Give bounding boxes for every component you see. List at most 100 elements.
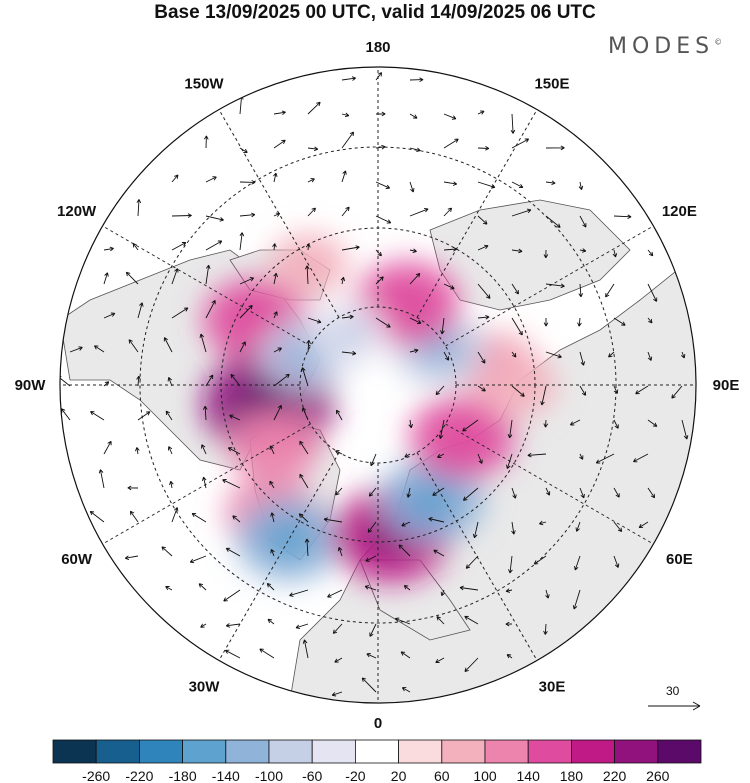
wind-arrow	[205, 374, 214, 387]
wind-arrow	[511, 351, 517, 358]
wind-arrow	[295, 623, 309, 630]
wind-arrow	[304, 538, 310, 557]
wind-arrow	[375, 276, 384, 285]
wind-arrow	[506, 654, 513, 659]
colorbar-tick--260: -260	[82, 768, 110, 783]
wind-arrow	[613, 385, 619, 394]
meridian-150	[416, 109, 538, 318]
wind-arrow	[612, 249, 618, 258]
wind-arrow	[239, 212, 256, 218]
wind-arrow	[681, 351, 686, 359]
logo-text: MODES	[608, 34, 715, 59]
wind-arrow	[477, 110, 485, 115]
wind-arrow	[613, 555, 620, 568]
wind-arrow	[579, 351, 586, 366]
wind-arrow	[334, 657, 343, 663]
wind-arrow	[204, 135, 209, 149]
wind-arrow	[327, 589, 343, 598]
wind-arrow	[613, 214, 632, 220]
wind-arrow	[400, 651, 411, 659]
wind-arrow	[103, 312, 116, 319]
wind-arrow	[239, 304, 253, 319]
wind-arrow	[335, 450, 343, 455]
colorbar-swatch-5	[268, 739, 313, 764]
wind-arrow	[635, 385, 649, 395]
wind-arrow	[409, 207, 429, 217]
wind-arrow	[575, 521, 581, 532]
wind-arrow	[375, 215, 392, 224]
wind-arrow	[477, 181, 496, 189]
colorbar: -260 -220 -180 -140 -100 -60 -20 20 60 100 140 180 2…	[52, 739, 702, 783]
wind-arrow	[272, 243, 277, 251]
colorbar-swatch-7	[354, 739, 399, 764]
wind-arrow	[443, 283, 455, 290]
wind-arrow	[301, 407, 309, 421]
wind-arrow	[332, 623, 343, 634]
colorbar-tick-180: 180	[560, 768, 584, 783]
colorbar-swatch-10	[484, 739, 529, 764]
wind-arrow	[129, 510, 139, 523]
wind-arrow	[370, 453, 377, 467]
wind-arrow	[443, 181, 458, 186]
wind-arrow	[477, 314, 490, 320]
wind-arrow	[398, 544, 411, 557]
wind-arrow	[545, 145, 565, 151]
lon-label-60E: 60E	[666, 551, 693, 568]
wind-arrow	[299, 473, 309, 489]
wind-arrow	[511, 385, 525, 397]
wind-arrow	[465, 555, 479, 569]
wind-arrow	[472, 521, 479, 539]
wind-arrow	[229, 414, 241, 421]
colorbar-swatch-0	[52, 739, 97, 764]
wind-arrow	[307, 146, 319, 152]
wind-arrow	[331, 691, 343, 697]
wind-arrow	[375, 317, 391, 328]
meridian-120	[445, 225, 654, 347]
colorbar-swatch-12	[571, 739, 616, 764]
wind-arrow	[477, 453, 483, 464]
wind-arrow	[289, 589, 309, 597]
wind-arrow	[511, 521, 516, 535]
wind-arrow	[578, 283, 584, 298]
wind-arrow	[341, 112, 350, 118]
wind-arrow	[394, 617, 411, 625]
colorbar-tick-20: 20	[391, 768, 407, 783]
wind-arrow	[543, 623, 548, 635]
lon-label-90W: 90W	[15, 377, 47, 394]
wind-arrow	[273, 311, 278, 319]
wind-arrow	[613, 487, 620, 498]
wind-arrow	[171, 307, 189, 319]
wind-arrow	[375, 181, 391, 189]
wind-arrow	[506, 453, 513, 469]
meridian-300	[102, 423, 311, 545]
wind-arrow	[608, 351, 615, 358]
colorbar-swatch-3	[182, 739, 227, 764]
wind-arrow	[579, 248, 587, 253]
wind-arrow	[205, 264, 211, 285]
wind-arrow	[569, 419, 581, 426]
wind-arrow	[409, 272, 421, 285]
wind-arrow	[306, 339, 311, 353]
wind-arrow	[508, 555, 513, 574]
wind-arrow	[477, 283, 491, 299]
colorbar-tick-140: 140	[517, 768, 541, 783]
wind-arrow	[191, 512, 207, 523]
wind-arrow	[135, 447, 140, 455]
wind-arrow	[409, 113, 418, 119]
wind-arrow	[638, 521, 649, 529]
wind-arrow	[341, 76, 356, 81]
wind-arrow	[137, 302, 144, 319]
wind-arrow	[273, 272, 278, 285]
wind-arrow	[202, 405, 208, 421]
wind-arrow	[540, 385, 547, 406]
colorbar-swatch-13	[614, 739, 659, 764]
wind-arrow	[477, 146, 490, 151]
wind-arrow	[464, 657, 479, 673]
wind-arrow	[124, 555, 139, 561]
anomaly-core-2	[251, 425, 299, 464]
anomaly-core-6	[404, 478, 459, 522]
lon-label-90E: 90E	[713, 377, 740, 394]
wind-arrow	[259, 648, 275, 659]
wind-arrow	[579, 487, 585, 499]
wind-arrow	[267, 618, 275, 625]
